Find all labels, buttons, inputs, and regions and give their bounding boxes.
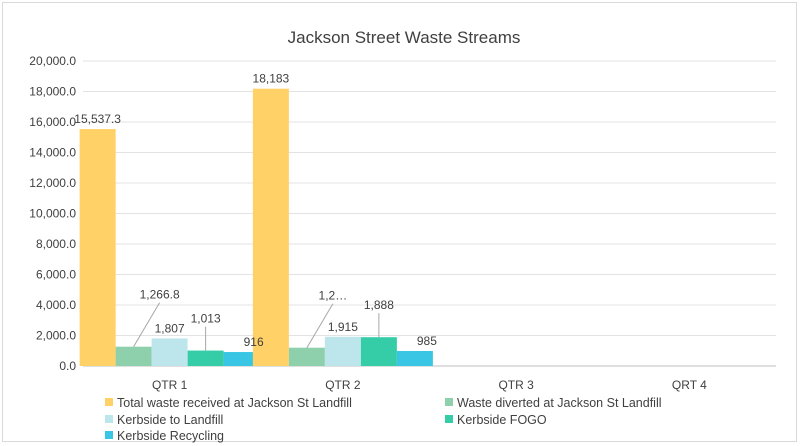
data-label: 985 bbox=[417, 334, 437, 348]
data-label: 1,807 bbox=[155, 321, 185, 335]
bar bbox=[187, 350, 224, 366]
legend-label: Total waste received at Jackson St Landf… bbox=[117, 396, 352, 410]
data-label: 1,013 bbox=[191, 312, 221, 326]
data-labels: 15,537.3 1,266.8 1,807 1,013 916 18,183 1,2… 1,… bbox=[74, 72, 437, 349]
bar bbox=[151, 338, 188, 366]
legend-label: Kerbside FOGO bbox=[457, 413, 547, 427]
y-tick-label: 18,000.0 bbox=[29, 85, 76, 99]
legend-label: Waste diverted at Jackson St Landfill bbox=[457, 396, 662, 410]
leader-lines bbox=[133, 302, 380, 351]
bar bbox=[79, 129, 116, 366]
x-tick-label: QTR 2 bbox=[325, 378, 361, 392]
data-label: 1,888 bbox=[364, 298, 394, 312]
bars bbox=[79, 88, 433, 366]
y-tick-label: 4,000.0 bbox=[36, 298, 76, 312]
legend-swatch bbox=[105, 431, 113, 439]
legend-swatch bbox=[105, 415, 113, 423]
bar bbox=[324, 336, 361, 366]
y-tick-label: 8,000.0 bbox=[36, 237, 76, 251]
legend-swatch bbox=[105, 398, 113, 406]
gridlines bbox=[83, 60, 776, 367]
data-label: 916 bbox=[244, 335, 264, 349]
legend: Total waste received at Jackson St Landf… bbox=[105, 396, 662, 443]
y-tick-label: 0.0 bbox=[59, 359, 76, 373]
y-tick-label: 10,000.0 bbox=[29, 207, 76, 221]
y-tick-label: 14,000.0 bbox=[29, 146, 76, 160]
y-tick-label: 12,000.0 bbox=[29, 176, 76, 190]
bar bbox=[396, 350, 433, 366]
data-label: 1,266.8 bbox=[140, 288, 180, 302]
bar bbox=[288, 347, 325, 366]
chart-title: Jackson Street Waste Streams bbox=[288, 28, 521, 47]
x-tick-label: QTR 3 bbox=[498, 378, 534, 392]
y-axis-ticks: 0.0 2,000.0 4,000.0 6,000.0 8,000.0 10,000.0 1… bbox=[29, 54, 76, 373]
y-tick-label: 6,000.0 bbox=[36, 268, 76, 282]
data-label: 15,537.3 bbox=[74, 112, 121, 126]
x-tick-label: QRT 4 bbox=[672, 378, 707, 392]
x-axis-ticks: QTR 1 QTR 2 QTR 3 QRT 4 bbox=[152, 378, 707, 392]
leader-line bbox=[133, 302, 161, 347]
y-tick-label: 20,000.0 bbox=[29, 54, 76, 68]
bar bbox=[360, 337, 397, 366]
y-tick-label: 2,000.0 bbox=[36, 329, 76, 343]
bar bbox=[115, 346, 152, 366]
bar bbox=[223, 352, 260, 366]
legend-swatch bbox=[445, 398, 453, 406]
y-tick-label: 16,000.0 bbox=[29, 115, 76, 129]
legend-label: Kerbside Recycling bbox=[117, 429, 224, 443]
legend-label: Kerbside to Landfill bbox=[117, 413, 223, 427]
data-label: 1,915 bbox=[328, 320, 358, 334]
data-label: 18,183 bbox=[253, 72, 290, 86]
leader-line bbox=[306, 303, 334, 348]
bar bbox=[252, 88, 289, 366]
legend-swatch bbox=[445, 415, 453, 423]
bar-chart: Jackson Street Waste Streams 0.0 2,000.0 4… bbox=[29, 28, 776, 443]
x-tick-label: QTR 1 bbox=[152, 378, 188, 392]
data-label: 1,2… bbox=[319, 289, 348, 303]
